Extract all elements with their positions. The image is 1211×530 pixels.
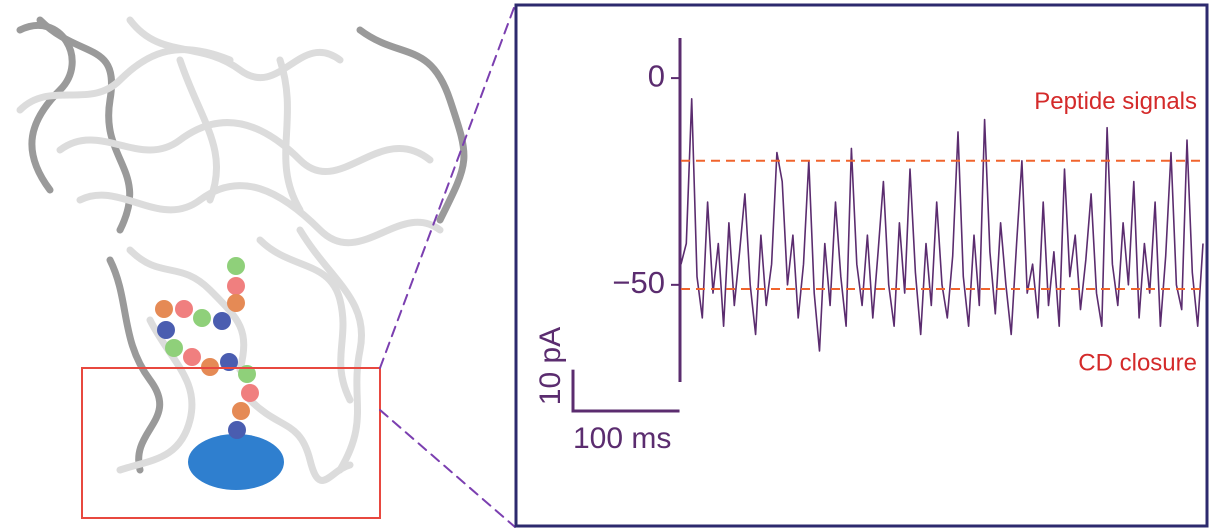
bead (228, 421, 246, 439)
bead (232, 402, 250, 420)
cyclodextrin (188, 434, 284, 490)
bead (157, 321, 175, 339)
bead (213, 312, 231, 330)
y-tick-label: 0 (648, 58, 665, 93)
strand (76, 182, 444, 247)
protein-render (16, 4, 516, 528)
bead (220, 353, 238, 371)
strand (276, 56, 304, 214)
bead (175, 300, 193, 318)
zoom-box (81, 367, 381, 519)
peptide-beads (155, 257, 259, 439)
strand (106, 256, 164, 474)
bead (155, 300, 173, 318)
annotation: Peptide signals (1034, 88, 1197, 115)
current-trace (680, 98, 1204, 352)
scale-bar-y-label: 10 pA (534, 327, 567, 405)
strand (126, 16, 344, 81)
bead (183, 348, 201, 366)
strand (56, 119, 434, 176)
bead (227, 257, 245, 275)
strand (176, 56, 221, 204)
strand (36, 16, 134, 234)
annotation: CD closure (1078, 349, 1197, 376)
bead (227, 294, 245, 312)
strand (296, 226, 365, 474)
bead (241, 384, 259, 402)
zoom-connector (379, 4, 516, 369)
zoom-connector (379, 409, 516, 528)
bead (193, 309, 211, 327)
scale-bar-x-label: 100 ms (573, 422, 671, 455)
bead (227, 277, 245, 295)
panel-frame (514, 3, 1209, 528)
strand (246, 396, 354, 484)
bead (238, 365, 256, 383)
strand (356, 26, 468, 224)
bead (165, 339, 183, 357)
y-tick-label: −50 (612, 265, 665, 300)
strand (126, 246, 248, 374)
strand (256, 236, 354, 404)
